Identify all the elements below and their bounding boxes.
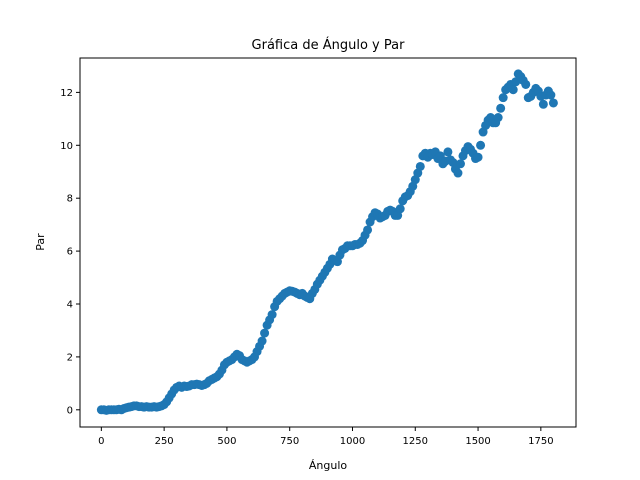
- y-tick-label: 12: [60, 88, 73, 99]
- data-point: [453, 168, 463, 178]
- data-point: [455, 159, 465, 169]
- y-tick-label: 4: [67, 300, 73, 311]
- x-tick-label: 500: [217, 436, 236, 447]
- data-point: [538, 99, 548, 109]
- data-point: [260, 328, 270, 338]
- data-point: [415, 161, 425, 171]
- y-tick-label: 2: [67, 352, 73, 363]
- data-point: [548, 98, 558, 108]
- data-point: [363, 225, 373, 235]
- x-axis-label: Ángulo: [309, 459, 348, 472]
- x-tick-label: 1250: [403, 436, 428, 447]
- y-tick-label: 0: [67, 405, 73, 416]
- data-point: [493, 113, 503, 123]
- data-point: [508, 85, 518, 95]
- data-point: [546, 90, 556, 100]
- y-axis-ticks: 0 2 4 6 8 10 12: [60, 88, 80, 416]
- x-tick-label: 1750: [528, 436, 553, 447]
- x-tick-label: 1000: [340, 436, 365, 447]
- x-tick-label: 0: [98, 436, 104, 447]
- data-point: [476, 140, 486, 150]
- data-point: [496, 103, 506, 113]
- axes-frame: [79, 57, 577, 428]
- data-points: [96, 69, 558, 415]
- data-point: [395, 204, 405, 214]
- x-axis-ticks: 0 250 500 750 1000 1250 1500 1750: [98, 427, 554, 447]
- data-point: [521, 79, 531, 89]
- y-axis-label: Par: [34, 233, 47, 251]
- data-point: [498, 93, 508, 103]
- chart-title: Gráfica de Ángulo y Par: [252, 37, 406, 53]
- y-tick-label: 10: [60, 141, 73, 152]
- data-point: [473, 152, 483, 162]
- data-point: [267, 310, 277, 320]
- x-tick-label: 750: [280, 436, 299, 447]
- x-tick-label: 1500: [465, 436, 490, 447]
- y-tick-label: 6: [67, 247, 73, 258]
- x-tick-label: 250: [155, 436, 174, 447]
- data-point: [257, 336, 267, 346]
- y-tick-label: 8: [67, 194, 73, 205]
- data-point: [443, 147, 453, 157]
